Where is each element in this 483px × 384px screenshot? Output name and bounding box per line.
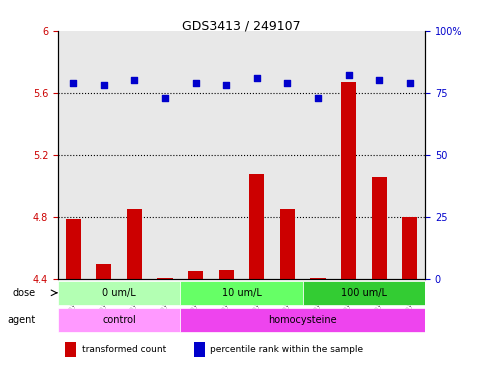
Text: percentile rank within the sample: percentile rank within the sample <box>210 345 363 354</box>
Text: GDS3413 / 249107: GDS3413 / 249107 <box>182 19 301 32</box>
Point <box>100 82 108 88</box>
Bar <box>341 82 356 279</box>
Text: control: control <box>102 315 136 325</box>
FancyBboxPatch shape <box>180 308 425 332</box>
Bar <box>194 342 205 357</box>
Bar <box>219 270 234 279</box>
Bar <box>157 278 173 279</box>
Point <box>253 75 261 81</box>
FancyBboxPatch shape <box>303 281 425 305</box>
Point <box>130 77 138 83</box>
Point <box>406 80 413 86</box>
Bar <box>402 217 417 279</box>
Text: agent: agent <box>8 315 36 325</box>
Bar <box>66 218 81 279</box>
Text: dose: dose <box>13 288 36 298</box>
Point <box>161 95 169 101</box>
Bar <box>311 278 326 279</box>
Point <box>375 77 383 83</box>
Text: 100 um/L: 100 um/L <box>341 288 387 298</box>
Bar <box>96 264 112 279</box>
Bar <box>127 209 142 279</box>
Text: homocysteine: homocysteine <box>269 315 337 325</box>
Text: 10 um/L: 10 um/L <box>222 288 261 298</box>
FancyBboxPatch shape <box>58 281 180 305</box>
Bar <box>65 342 76 357</box>
Text: 0 um/L: 0 um/L <box>102 288 136 298</box>
FancyBboxPatch shape <box>180 281 303 305</box>
Point <box>222 82 230 88</box>
Bar <box>188 271 203 279</box>
Point <box>284 80 291 86</box>
Point <box>314 95 322 101</box>
Point <box>70 80 77 86</box>
FancyBboxPatch shape <box>58 308 180 332</box>
Point <box>192 80 199 86</box>
Bar <box>371 177 387 279</box>
Bar <box>249 174 265 279</box>
Bar <box>280 209 295 279</box>
Text: transformed count: transformed count <box>82 345 166 354</box>
Point <box>345 72 353 78</box>
